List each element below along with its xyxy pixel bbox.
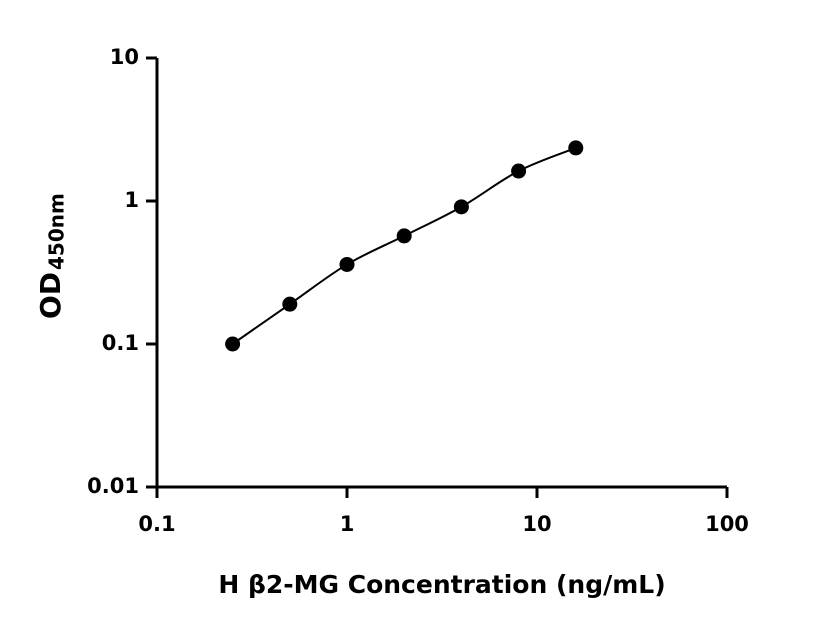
y-tick-label: 0.01	[87, 474, 139, 498]
x-tick-label: 10	[522, 512, 551, 536]
data-point	[225, 336, 241, 352]
y-axis-label-subscript: 450nm	[45, 193, 69, 270]
x-axis-label: H β2-MG Concentration (ng/mL)	[218, 570, 665, 599]
data-point	[282, 296, 298, 312]
y-axis-label: OD	[34, 272, 67, 319]
x-tick-label: 0.1	[138, 512, 175, 536]
data-point	[568, 140, 584, 156]
data-point	[453, 199, 469, 215]
data-point	[339, 256, 355, 272]
x-tick-label: 1	[340, 512, 355, 536]
y-tick-label: 0.1	[102, 331, 139, 355]
x-tick-label: 100	[705, 512, 749, 536]
y-tick-label: 10	[110, 45, 139, 69]
fit-curve	[232, 147, 577, 345]
data-point	[396, 228, 412, 244]
y-tick-label: 1	[124, 188, 139, 212]
data-point	[511, 163, 527, 179]
